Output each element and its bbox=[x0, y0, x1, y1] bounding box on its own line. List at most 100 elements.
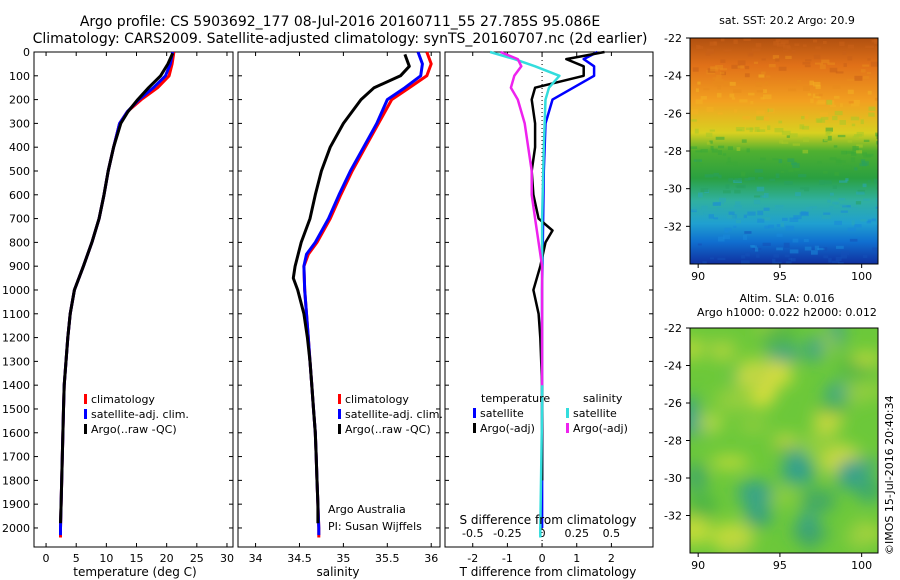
x-tick-label: -1 bbox=[502, 552, 513, 565]
sst-map: sat. SST: 20.2 Argo: 20.9 -22 -24 -26 -28 -3… bbox=[664, 14, 879, 283]
legend-label: climatology bbox=[345, 393, 409, 406]
legend-swatch bbox=[338, 394, 341, 404]
legend-swatch bbox=[338, 424, 341, 434]
map-x-tick-label: 100 bbox=[851, 559, 872, 572]
y-tick-label: 500 bbox=[9, 165, 30, 178]
map-y-tick-label: -24 bbox=[664, 70, 682, 83]
temperature-xlabel: temperature (deg C) bbox=[73, 565, 196, 579]
s-tick-label: -0.25 bbox=[493, 527, 521, 540]
temperature-panel: 0 100 200 300 400 500 600 700 800 900 1000 1100 1200… bbox=[2, 46, 234, 565]
difference-xlabel: T difference from climatology bbox=[459, 565, 637, 579]
y-tick-label: 800 bbox=[9, 236, 30, 249]
x-tick-label: 1 bbox=[573, 552, 580, 565]
x-tick-label: 35 bbox=[336, 552, 350, 565]
salinity-annotation-line1: Argo Australia bbox=[328, 503, 406, 516]
map-y-tick-label: -28 bbox=[664, 435, 682, 448]
legend-group-title: temperature bbox=[481, 392, 550, 405]
x-tick-label: 15 bbox=[130, 552, 144, 565]
legend-label: satellite-adj. clim. bbox=[91, 408, 189, 421]
y-tick-label: 200 bbox=[9, 94, 30, 107]
series-line-salinity-satellite bbox=[489, 50, 561, 538]
legend-label: satellite bbox=[573, 407, 617, 420]
imos-credit: ©IMOS 15-Jul-2016 20:40:34 bbox=[883, 395, 896, 555]
y-tick-label: 1600 bbox=[2, 427, 30, 440]
map-x-tick-label: 90 bbox=[691, 270, 705, 283]
legend-label: climatology bbox=[91, 393, 155, 406]
salinity-panel: 34 34.5 35 35.5 36 climatology satellite-adj. … bbox=[237, 51, 443, 565]
series-line-argo-raw-qc- bbox=[59, 52, 175, 524]
legend-swatch bbox=[473, 423, 476, 433]
salinity-xlabel: salinity bbox=[316, 565, 359, 579]
legend-label: Argo(-adj) bbox=[480, 422, 535, 435]
x-tick-label: 25 bbox=[190, 552, 204, 565]
map-y-tick-label: -22 bbox=[664, 32, 682, 45]
sla-map-title-line1: Altim. SLA: 0.016 bbox=[739, 292, 834, 305]
salinity-annotation-line2: PI: Susan Wijffels bbox=[328, 520, 422, 533]
map-y-tick-label: -32 bbox=[664, 510, 682, 523]
plot-frame bbox=[237, 51, 441, 548]
sst-map-title: sat. SST: 20.2 Argo: 20.9 bbox=[719, 14, 855, 27]
map-y-tick-label: -30 bbox=[664, 183, 682, 196]
sla-map-title-line2: Argo h1000: 0.022 h2000: 0.012 bbox=[697, 306, 877, 319]
y-tick-label: 1000 bbox=[2, 284, 30, 297]
x-tick-label: 2 bbox=[608, 552, 615, 565]
x-tick-label: 34 bbox=[249, 552, 263, 565]
legend-swatch bbox=[566, 408, 569, 418]
y-tick-label: 300 bbox=[9, 117, 30, 130]
legend-swatch bbox=[84, 394, 87, 404]
legend-swatch bbox=[566, 423, 569, 433]
y-tick-label: 600 bbox=[9, 189, 30, 202]
series-line-argo-raw-qc- bbox=[291, 53, 411, 524]
map-y-tick-label: -30 bbox=[664, 472, 682, 485]
s-tick-label: 0.25 bbox=[564, 527, 589, 540]
legend-label: Argo(-adj) bbox=[573, 422, 628, 435]
x-tick-label: 35.5 bbox=[375, 552, 400, 565]
y-tick-label: 900 bbox=[9, 260, 30, 273]
y-tick-label: 1900 bbox=[2, 498, 30, 511]
y-tick-label: 1100 bbox=[2, 308, 30, 321]
map-x-tick-label: 100 bbox=[851, 270, 872, 283]
map-y-tick-label: -22 bbox=[664, 322, 682, 335]
legend-swatch bbox=[84, 409, 87, 419]
legend-label: Argo(..raw -QC) bbox=[91, 423, 177, 436]
difference-top-label: S difference from climatology bbox=[460, 513, 637, 527]
map-y-tick-label: -32 bbox=[664, 220, 682, 233]
x-tick-label: 0 bbox=[43, 552, 50, 565]
x-tick-label: 34.5 bbox=[287, 552, 312, 565]
legend-label: Argo(..raw -QC) bbox=[345, 423, 431, 436]
y-tick-label: 100 bbox=[9, 70, 30, 83]
map-x-tick-label: 95 bbox=[773, 559, 787, 572]
y-tick-label: 1500 bbox=[2, 403, 30, 416]
y-tick-label: 400 bbox=[9, 141, 30, 154]
legend-swatch bbox=[473, 408, 476, 418]
plot-frame bbox=[33, 51, 234, 548]
sla-map: Altim. SLA: 0.016 Argo h1000: 0.022 h200… bbox=[664, 292, 879, 572]
legend-label: satellite bbox=[480, 407, 524, 420]
map-y-tick-label: -26 bbox=[664, 397, 682, 410]
header-line1: Argo profile: CS 5903692_177 08-Jul-2016… bbox=[80, 14, 600, 30]
y-tick-label: 1200 bbox=[2, 332, 30, 345]
legend-group-title: salinity bbox=[583, 392, 623, 405]
y-tick-label: 2000 bbox=[2, 522, 30, 535]
s-tick-label: 0 bbox=[539, 527, 546, 540]
x-tick-label: 10 bbox=[99, 552, 113, 565]
y-tick-label: 1300 bbox=[2, 355, 30, 368]
y-tick-label: 1800 bbox=[2, 474, 30, 487]
legend-label: satellite-adj. clim. bbox=[345, 408, 443, 421]
x-tick-label: 0 bbox=[539, 552, 546, 565]
y-tick-label: 700 bbox=[9, 213, 30, 226]
x-tick-label: 36 bbox=[424, 552, 438, 565]
difference-panel: -2 -1 0 1 2 -0.5 -0.25 0 0.25 0.5 temperature satel… bbox=[444, 50, 654, 565]
map-y-tick-label: -26 bbox=[664, 107, 682, 120]
legend-swatch bbox=[84, 424, 87, 434]
y-tick-label: 1400 bbox=[2, 379, 30, 392]
map-y-tick-label: -24 bbox=[664, 360, 682, 373]
s-tick-label: 0.5 bbox=[603, 527, 621, 540]
legend-swatch bbox=[338, 409, 341, 419]
x-tick-label: 20 bbox=[160, 552, 174, 565]
plot-frame bbox=[444, 51, 654, 548]
series-line-temperature-argo-adj- bbox=[530, 50, 605, 481]
map-x-tick-label: 90 bbox=[691, 559, 705, 572]
series-line-salinity-argo-adj- bbox=[500, 50, 544, 386]
